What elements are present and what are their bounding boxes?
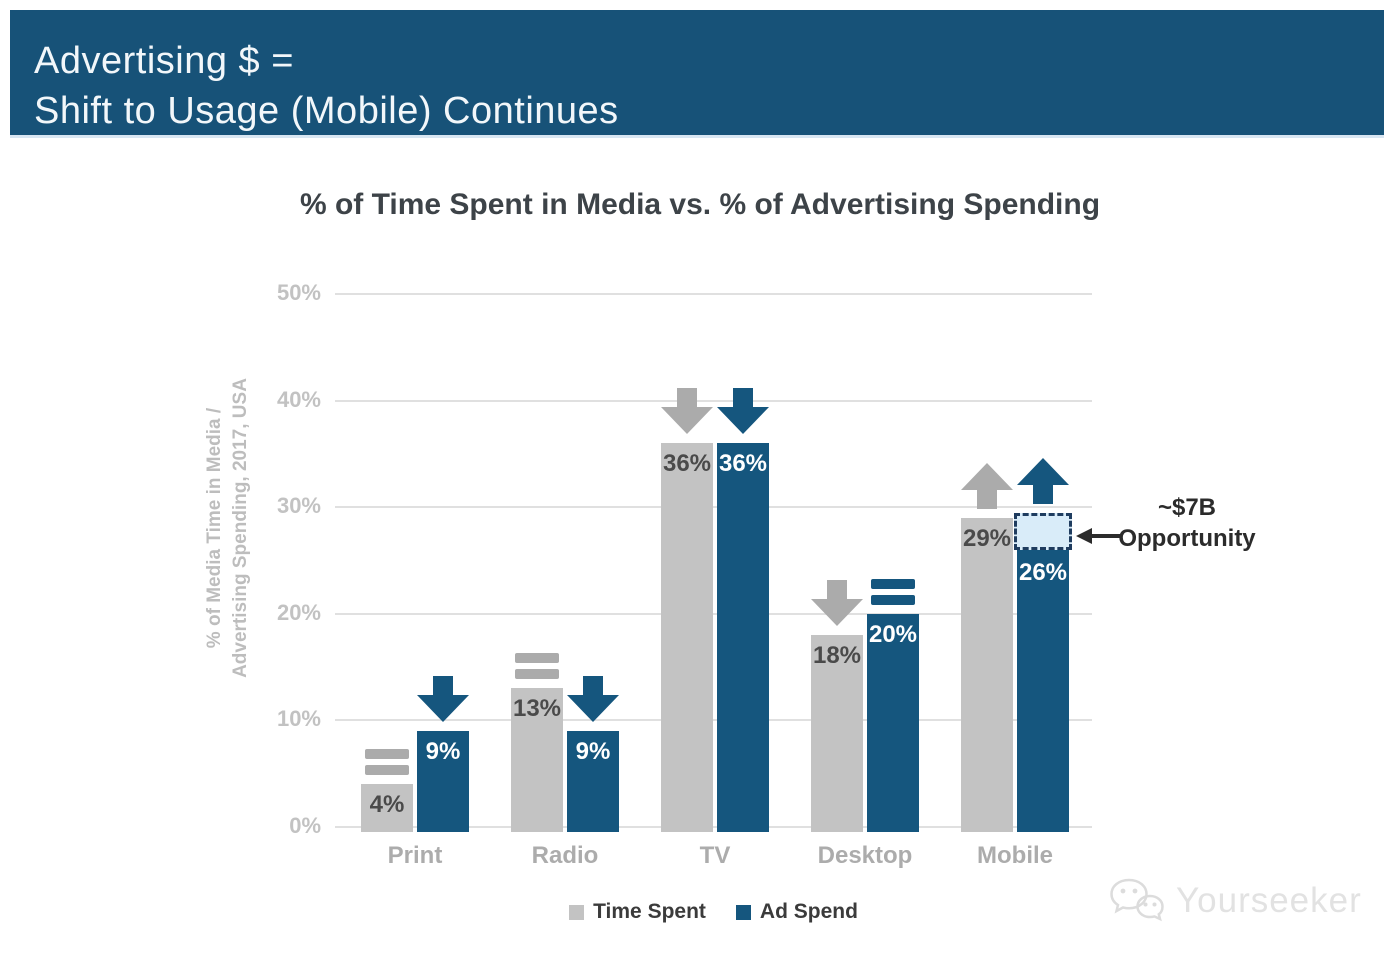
y-tick-50%: 50% — [276, 280, 321, 305]
trend-equals-icon-print-time-spent — [365, 749, 409, 776]
bar-label-print-ad-spend: 9% — [425, 738, 461, 766]
bar-label-desktop-ad-spend: 20% — [868, 620, 918, 648]
legend-label-ad-spend: Ad Spend — [759, 900, 858, 923]
bar-label-print-time-spent: 4% — [369, 791, 405, 819]
watermark-text: Yourseeker — [1176, 881, 1362, 920]
trend-equals-icon-desktop-ad-spend — [871, 578, 915, 605]
bar-label-radio-time-spent: 13% — [512, 695, 562, 723]
x-label-radio: Radio — [531, 842, 599, 869]
trend-down-arrow-icon-tv-ad-spend — [717, 388, 769, 435]
chart-title: % of Time Spent in Media vs. % of Advert… — [299, 188, 1101, 221]
gridline-20% — [335, 612, 1092, 615]
x-label-tv: TV — [699, 842, 731, 869]
slide-header-banner: Advertising $ = Shift to Usage (Mobile) … — [10, 10, 1384, 138]
ad-spend-swatch-icon — [735, 904, 751, 920]
opportunity-annotation: ~$7B Opportunity — [1112, 492, 1262, 554]
bar-print-ad-spend — [417, 731, 469, 832]
trend-up-arrow-icon-mobile-ad-spend — [1017, 457, 1069, 504]
wechat-bubbles-icon — [1108, 876, 1166, 926]
bar-label-mobile-ad-spend: 26% — [1018, 558, 1068, 586]
x-label-mobile: Mobile — [977, 842, 1053, 869]
gridline-10% — [335, 719, 1092, 722]
gridline-50% — [335, 293, 1092, 295]
bar-radio-time-spent — [511, 688, 563, 832]
bar-mobile-ad-spend — [1017, 549, 1069, 832]
legend-item-time-spent: Time Spent — [569, 900, 706, 924]
bar-mobile-time-spent — [961, 517, 1013, 832]
bar-label-tv-time-spent: 36% — [662, 450, 712, 478]
trend-down-arrow-icon-print-ad-spend — [417, 676, 469, 723]
annotation-left-arrow-icon — [1076, 526, 1122, 546]
trend-down-arrow-icon-radio-ad-spend — [567, 676, 619, 723]
bar-label-tv-ad-spend: 36% — [718, 450, 768, 478]
opportunity-box — [1014, 512, 1072, 550]
time-spent-swatch-icon — [569, 904, 585, 920]
bar-label-mobile-time-spent: 29% — [962, 524, 1012, 552]
y-tick-0%: 0% — [289, 813, 321, 838]
bar-label-radio-ad-spend: 9% — [575, 738, 611, 766]
bar-tv-time-spent — [661, 443, 713, 832]
bar-radio-ad-spend — [567, 731, 619, 832]
opportunity-annotation-line1: ~$7B — [1157, 494, 1217, 521]
bar-desktop-ad-spend — [867, 613, 919, 832]
watermark: Yourseeker — [1108, 876, 1362, 926]
y-tick-10%: 10% — [276, 706, 321, 732]
bar-label-desktop-time-spent: 18% — [812, 642, 862, 670]
trend-down-arrow-icon-desktop-time-spent — [811, 580, 863, 627]
legend-item-ad-spend: Ad Spend — [735, 900, 858, 924]
legend-label-time-spent: Time Spent — [593, 900, 706, 923]
gridline-30% — [335, 506, 1092, 509]
gridline-40% — [335, 399, 1092, 402]
bar-desktop-time-spent — [811, 635, 863, 832]
trend-down-arrow-icon-tv-time-spent — [661, 388, 713, 435]
y-tick-40%: 40% — [276, 386, 321, 412]
y-axis-label: % of Media Time in Media / Advertising S… — [202, 288, 254, 768]
bar-tv-ad-spend — [717, 443, 769, 832]
y-tick-30%: 30% — [276, 493, 321, 519]
y-axis-label-line1: % of Media Time in Media / — [204, 407, 225, 649]
trend-equals-icon-radio-time-spent — [515, 653, 559, 680]
bar-print-time-spent — [361, 784, 413, 832]
banner-title-line1: Advertising $ = — [34, 40, 294, 82]
chart-legend: Time Spent Ad Spend — [335, 900, 1092, 924]
banner-title-line2: Shift to Usage (Mobile) Continues — [34, 90, 619, 132]
gridline-0% — [335, 826, 1092, 828]
y-axis-label-line2: Advertising Spending, 2017, USA — [230, 378, 251, 678]
x-label-desktop: Desktop — [817, 842, 913, 869]
y-tick-20%: 20% — [276, 599, 321, 625]
trend-up-arrow-icon-mobile-time-spent — [961, 462, 1013, 509]
opportunity-annotation-line2: Opportunity — [1118, 525, 1256, 552]
x-label-print: Print — [387, 842, 443, 869]
